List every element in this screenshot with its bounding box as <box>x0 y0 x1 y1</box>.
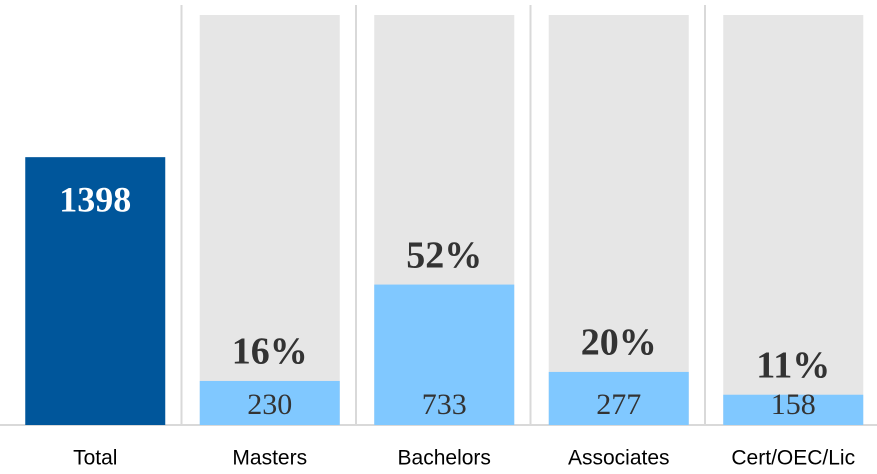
percent-label: 20% <box>581 322 657 364</box>
value-label: 277 <box>596 388 641 421</box>
bar <box>374 284 515 425</box>
column-background <box>723 15 864 425</box>
bar <box>723 394 864 425</box>
bar <box>548 371 689 425</box>
percent-label: 52% <box>406 234 482 276</box>
x-tick-label: Total <box>73 447 117 470</box>
x-tick-label: Cert/OEC/Lic <box>731 447 855 470</box>
value-label: 230 <box>247 388 292 421</box>
value-label: 733 <box>422 388 467 421</box>
percent-label: 11% <box>756 344 830 386</box>
column-background <box>199 15 340 425</box>
value-label: 158 <box>771 388 816 421</box>
x-tick-label: Bachelors <box>398 447 491 470</box>
value-label: 1398 <box>59 179 131 219</box>
bar <box>25 157 166 425</box>
percent-label: 16% <box>232 331 308 373</box>
x-tick-label: Masters <box>232 447 307 470</box>
x-tick-label: Associates <box>568 447 670 470</box>
column-background <box>548 15 689 425</box>
bar <box>199 380 340 425</box>
